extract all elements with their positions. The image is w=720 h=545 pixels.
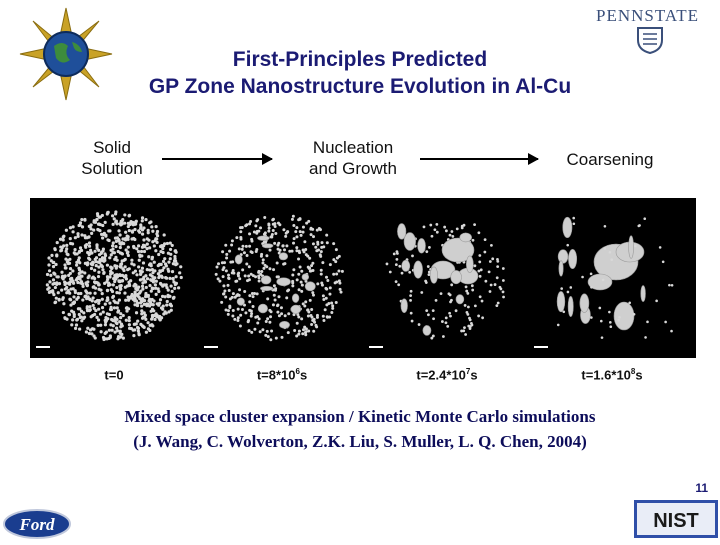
right-arrow-icon [162, 153, 273, 165]
slide-title-line-1: First-Principles Predicted [232, 48, 488, 71]
page-number: 11 [695, 481, 708, 495]
penn-state-wordmark: PENNSTATE [596, 6, 700, 25]
stage-label-solid-solution: Solid Solution [60, 137, 164, 179]
ford-logo: Ford [2, 508, 72, 540]
doe-globe-seal-icon [18, 6, 114, 102]
time-label: t=1.6*108s [581, 367, 643, 383]
simulation-image-t4 [528, 198, 696, 358]
stage-label-coarsening: Coarsening [566, 150, 654, 169]
ford-logo-text: Ford [19, 515, 55, 534]
simulation-image-t2 [198, 198, 363, 358]
penn-state-shield-icon [637, 27, 663, 54]
simulation-image-t3 [363, 198, 528, 358]
stage-label-line: Solid [93, 138, 131, 157]
right-arrow-icon [420, 153, 539, 165]
stage-label-line: and Growth [309, 159, 397, 178]
time-label: t=8*106s [256, 367, 308, 383]
time-label: t=0 [104, 367, 124, 383]
stage-label-line: Solution [81, 159, 143, 178]
stage-label-nucleation: Nucleation and Growth [286, 137, 420, 179]
nist-logo-text: NIST [653, 510, 699, 532]
stage-label-line: Nucleation [312, 138, 394, 157]
penn-state-logo: PENNSTATE [592, 2, 712, 58]
nist-logo: NIST [634, 500, 718, 538]
caption-line-1: Mixed space cluster expansion / Kinetic … [124, 407, 596, 426]
time-label: t=2.4*107s [416, 367, 478, 383]
caption-line-2: (J. Wang, C. Wolverton, Z.K. Liu, S. Mul… [133, 432, 587, 451]
slide-title-line-2: GP Zone Nanostructure Evolution in Al-Cu [148, 75, 572, 98]
simulation-image-t0 [30, 198, 198, 358]
